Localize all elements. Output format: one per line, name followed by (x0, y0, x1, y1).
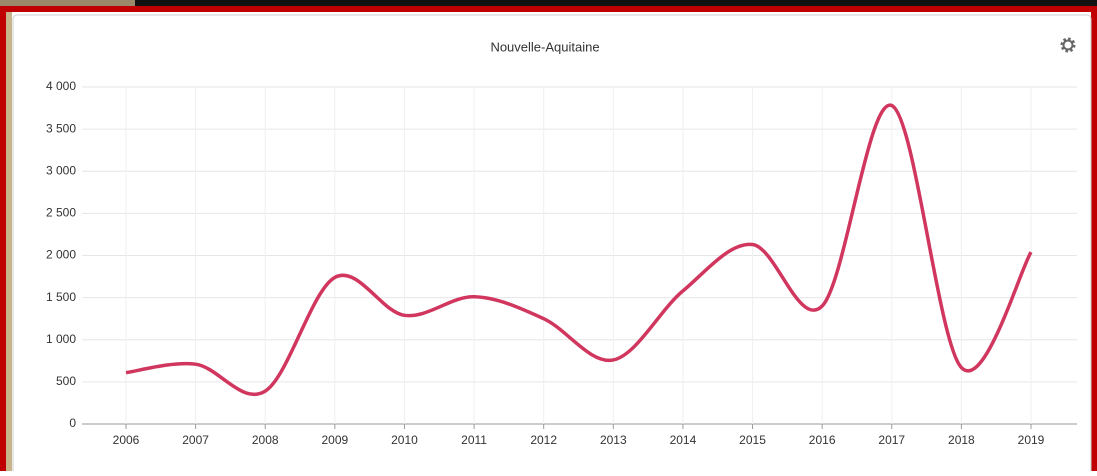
x-tick-label: 2011 (461, 433, 487, 447)
y-tick-label: 3 000 (46, 163, 76, 177)
x-tick-label: 2019 (1018, 433, 1045, 447)
y-tick-label: 1 500 (46, 290, 76, 304)
x-tick-label: 2006 (113, 433, 140, 447)
panel (12, 14, 1092, 476)
x-tick-label: 2013 (600, 433, 627, 447)
line (125, 103, 1033, 396)
settings-icon[interactable] (1060, 37, 1076, 53)
top-strip (135, 0, 1097, 6)
frame (0, 6, 1097, 476)
x-tick-label: 2014 (670, 433, 697, 447)
x-tick-label: 2017 (878, 433, 905, 447)
y-tick-label: 2 000 (46, 248, 76, 262)
x-tick-label: 2008 (252, 433, 279, 447)
y-tick-label: 0 (69, 416, 76, 430)
map-corner (0, 0, 135, 10)
y-tick-label: 3 500 (46, 121, 76, 135)
y-tick-label: 1 000 (46, 332, 76, 346)
x-tick-label: 2012 (530, 433, 557, 447)
chart-title: Nouvelle-Aquitaine (490, 39, 599, 54)
x-tick-label: 2015 (739, 433, 766, 447)
y-tick-label: 2 500 (46, 206, 76, 220)
x-tick-label: 2018 (948, 433, 975, 447)
x-tick-label: 2016 (809, 433, 836, 447)
y-tick-label: 4 000 (46, 79, 76, 93)
x-tick-label: 2010 (391, 433, 418, 447)
y-tick-label: 500 (56, 374, 76, 388)
x-tick-label: 2009 (321, 433, 348, 447)
x-tick-label: 2007 (182, 433, 209, 447)
